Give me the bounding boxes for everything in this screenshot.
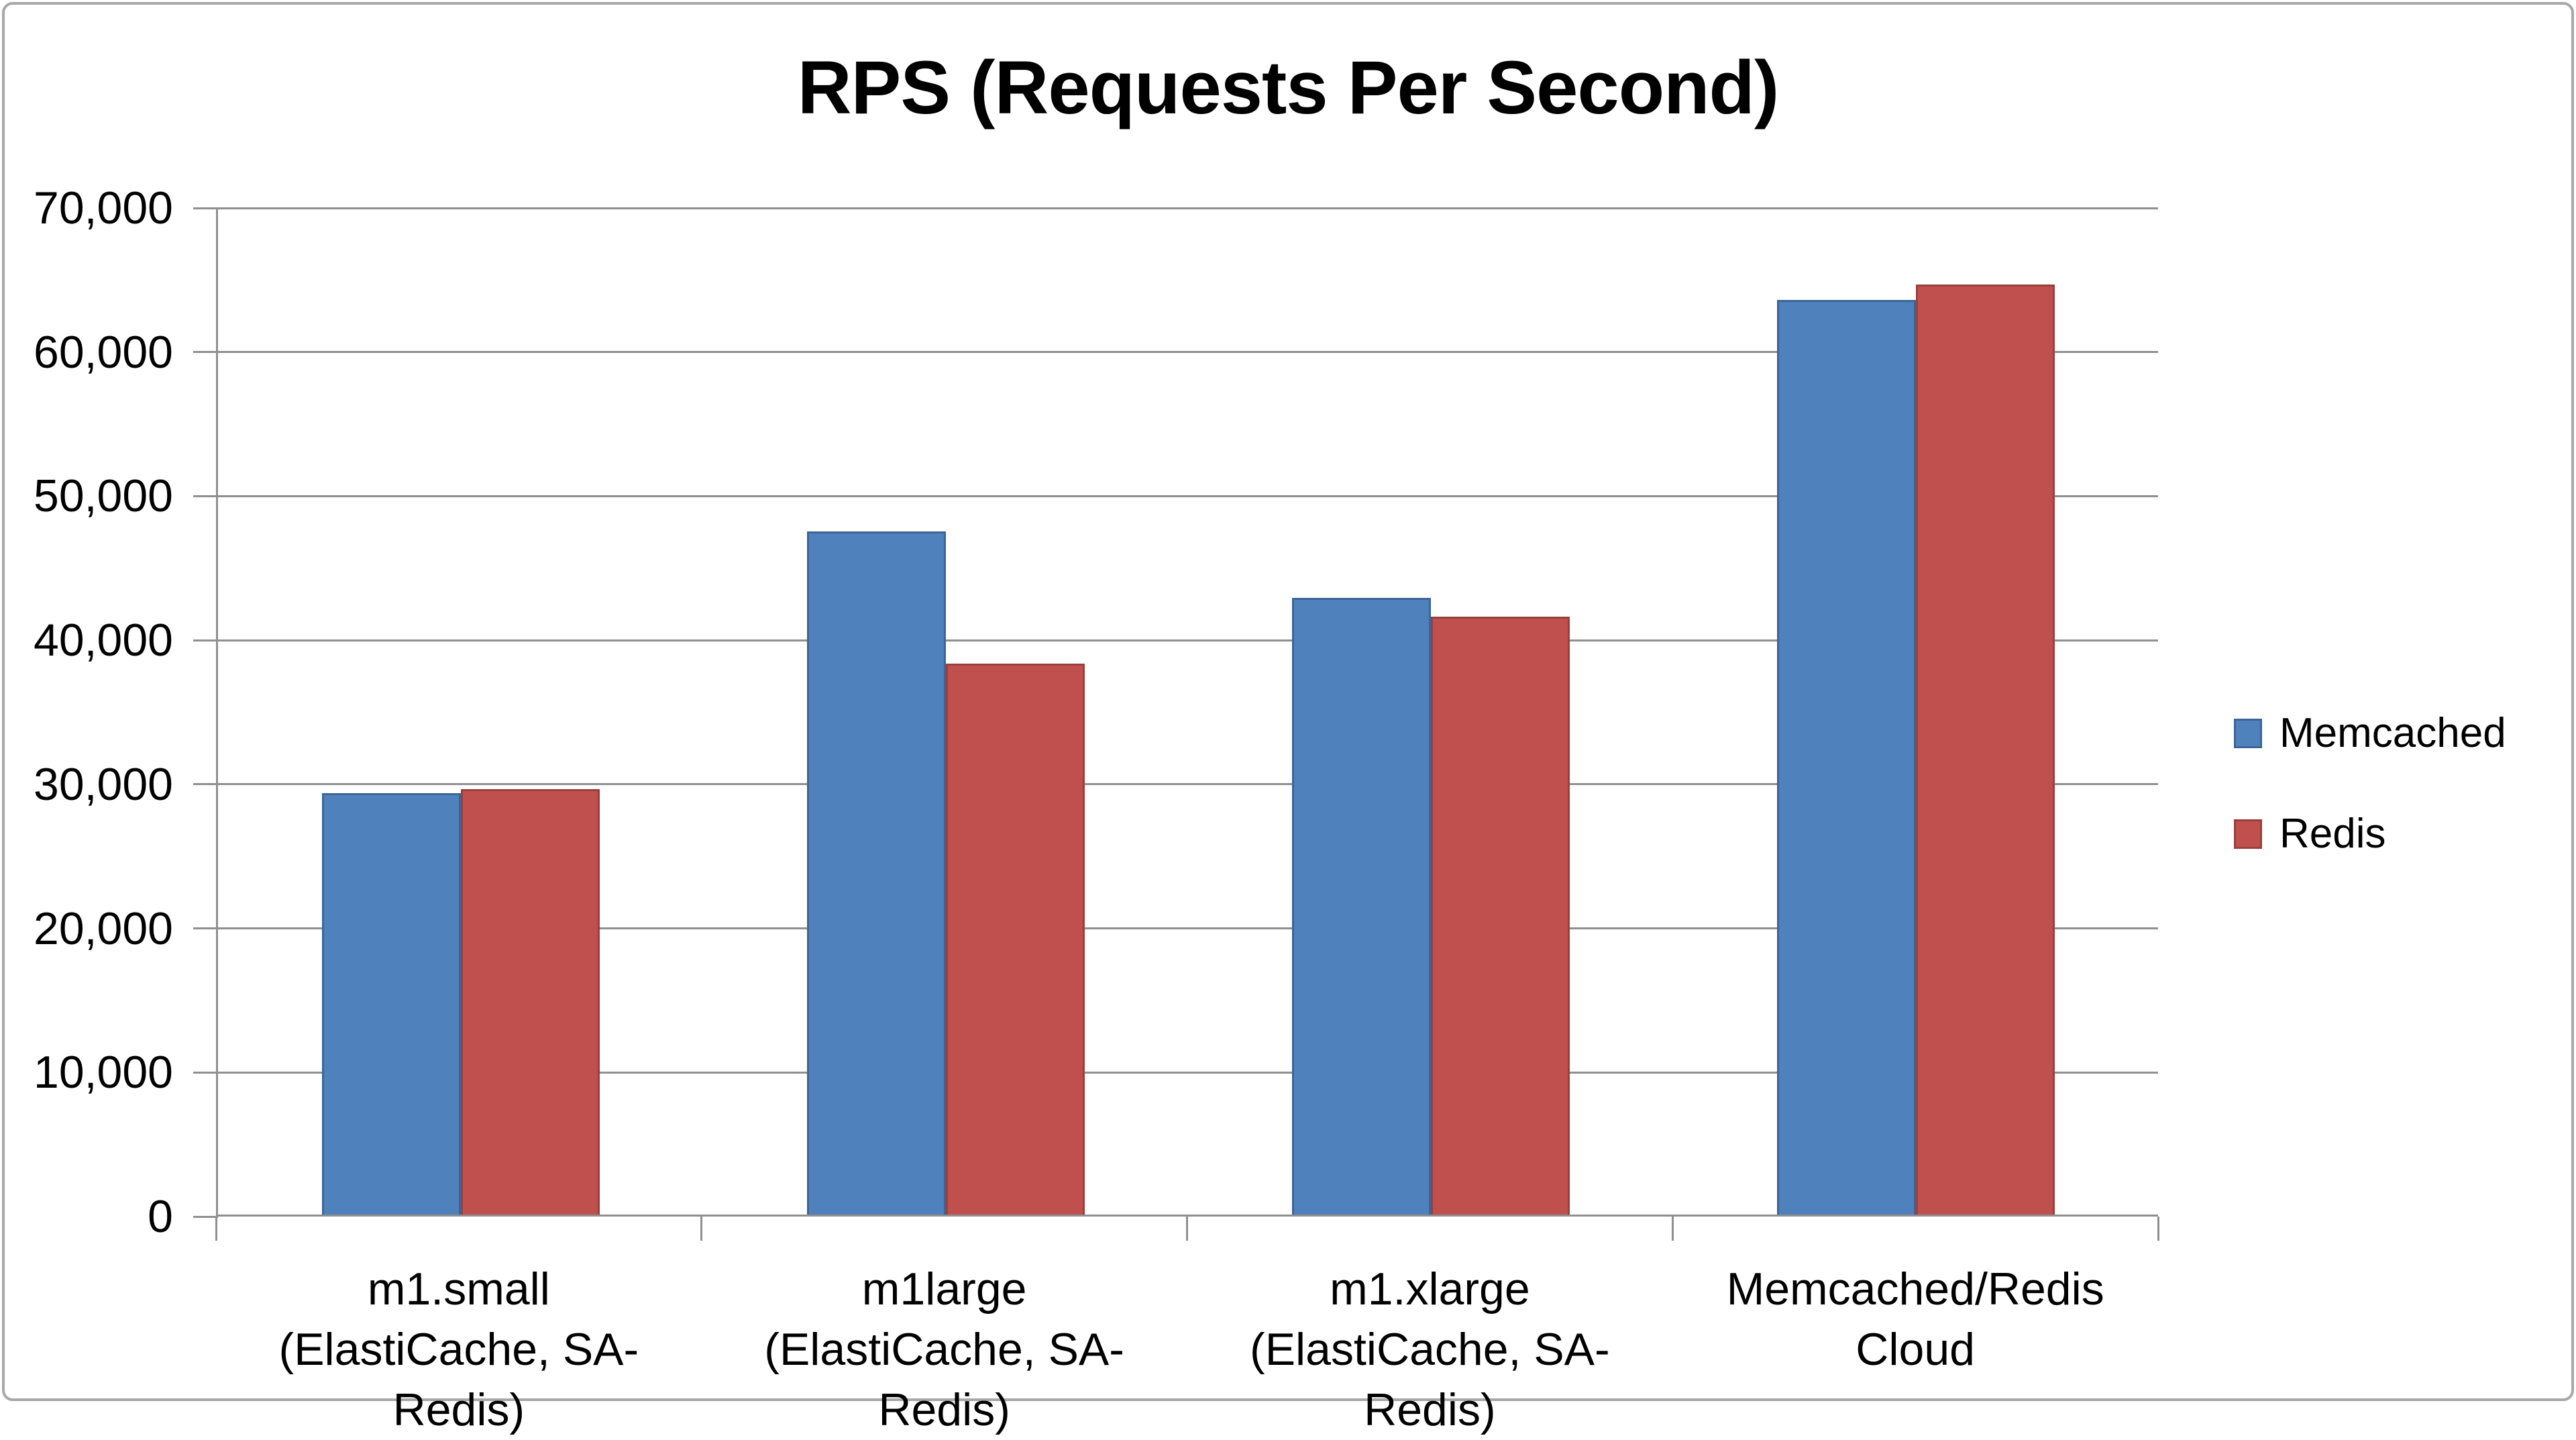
bar-redis — [946, 664, 1085, 1215]
y-axis-tick — [193, 1216, 218, 1218]
category-label-line2: (ElastiCache, SA-Redis) — [1187, 1319, 1673, 1440]
chart-canvas: RPS (Requests Per Second) 0 10,000 20,000 3… — [0, 0, 2576, 1403]
x-axis-tick — [2157, 1217, 2159, 1241]
y-axis-labels: 010,00020,00030,00040,00050,00060,00070,… — [0, 208, 173, 1217]
y-tick-label: 70,000 — [0, 180, 173, 236]
category-label-line2: (ElastiCache, SA-Redis) — [702, 1319, 1187, 1440]
y-axis-tick — [193, 495, 218, 497]
y-tick-label: 60,000 — [0, 324, 173, 380]
category-label-line1: Memcached/Redis — [1672, 1259, 2158, 1319]
bar-memcached — [1777, 300, 1916, 1215]
category-label-line1: m1.small — [216, 1259, 702, 1319]
chart-title: RPS (Requests Per Second) — [0, 44, 2576, 131]
y-axis-tick — [193, 927, 218, 929]
y-tick-label: 30,000 — [0, 756, 173, 813]
bar-memcached — [1292, 598, 1431, 1215]
bar-group — [1673, 208, 2158, 1215]
category-label-line2: (ElastiCache, SA-Redis) — [216, 1319, 702, 1440]
bar-memcached — [807, 531, 946, 1215]
bar-group — [703, 208, 1188, 1215]
legend-swatch-memcached — [2234, 719, 2262, 748]
y-tick-label: 10,000 — [0, 1044, 173, 1100]
legend: Memcached Redis — [2234, 713, 2506, 855]
category-label-line1: m1large — [702, 1259, 1187, 1319]
y-axis-ticks — [193, 208, 218, 1219]
y-tick-label: 50,000 — [0, 468, 173, 524]
legend-swatch-redis — [2234, 819, 2262, 849]
y-axis-tick — [193, 351, 218, 353]
bar-groups — [218, 208, 2158, 1215]
y-axis-tick — [193, 207, 218, 209]
category-label: m1.xlarge(ElastiCache, SA-Redis) — [1187, 1259, 1673, 1440]
category-label: m1large(ElastiCache, SA-Redis) — [702, 1259, 1187, 1440]
x-axis-labels: m1.small(ElastiCache, SA-Redis)m1large(E… — [216, 1259, 2158, 1440]
bar-redis — [461, 789, 600, 1215]
category-label: m1.small(ElastiCache, SA-Redis) — [216, 1259, 702, 1440]
legend-item: Memcached — [2234, 713, 2506, 754]
y-axis-tick — [193, 1072, 218, 1074]
category-label-line2: Cloud — [1672, 1319, 2158, 1380]
category-label: Memcached/RedisCloud — [1672, 1259, 2158, 1440]
x-axis-ticks — [216, 1217, 2160, 1243]
x-axis-tick — [1186, 1217, 1188, 1241]
x-axis-tick — [1672, 1217, 1674, 1241]
y-tick-label: 20,000 — [0, 901, 173, 957]
bar-group — [1188, 208, 1673, 1215]
bar-group — [218, 208, 703, 1215]
bar-redis — [1431, 617, 1570, 1215]
x-axis-tick — [700, 1217, 702, 1241]
plot-area — [216, 208, 2158, 1217]
y-tick-label: 0 — [0, 1188, 173, 1245]
bar-redis — [1916, 285, 2055, 1215]
y-axis-tick — [193, 783, 218, 785]
legend-label: Memcached — [2279, 713, 2506, 754]
bar-memcached — [322, 793, 461, 1215]
y-axis-tick — [193, 639, 218, 641]
y-tick-label: 40,000 — [0, 612, 173, 668]
x-axis-tick — [215, 1217, 217, 1241]
legend-label: Redis — [2279, 813, 2386, 855]
legend-item: Redis — [2234, 813, 2506, 855]
category-label-line1: m1.xlarge — [1187, 1259, 1673, 1319]
